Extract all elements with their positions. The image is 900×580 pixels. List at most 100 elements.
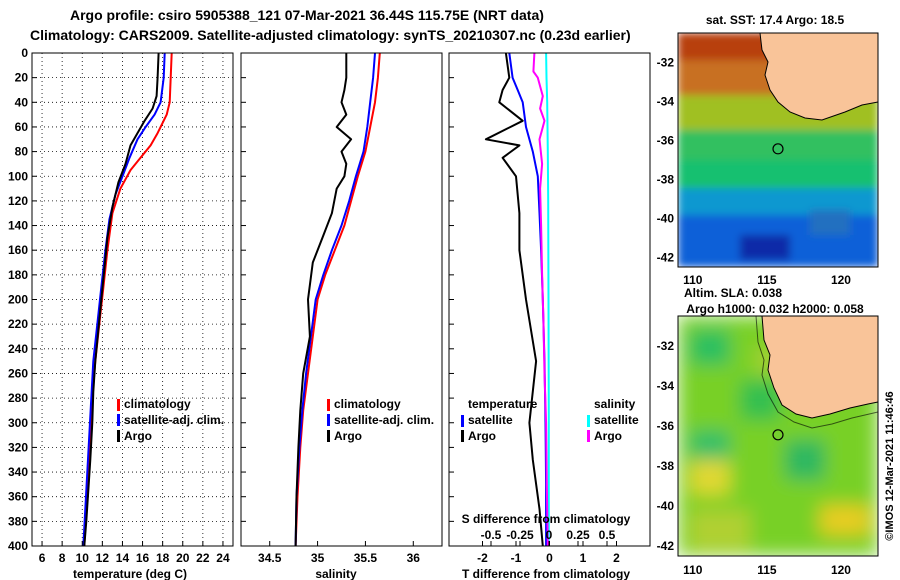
imos-credit: ©IMOS 12-Mar-2021 11:46:46 [884, 391, 896, 540]
temperature-xlabel: temperature (deg C) [73, 567, 187, 580]
figure-title-line2: Climatology: CARS2009. Satellite-adjuste… [30, 27, 631, 43]
legend-swatch-sal-argo [587, 430, 590, 442]
salinity-legend: climatology satellite-adj. clim. Argo [327, 397, 434, 443]
legend-label-climatology: climatology [124, 397, 191, 411]
salinity-axes-frame [240, 52, 443, 547]
depth-tick-label: 160 [8, 243, 28, 257]
s-difference-xlabel: S difference from climatology [462, 512, 631, 526]
depth-tick-label: 0 [21, 46, 28, 60]
lat-tick-label: -42 [657, 250, 675, 264]
x-tick-label: 2 [613, 551, 620, 565]
salinity-tick-labels: 34.5 35 35.5 36 [258, 541, 420, 565]
depth-tick-label: 260 [8, 366, 28, 380]
legend-swatch-climatology [327, 399, 330, 411]
figure-title-line1: Argo profile: csiro 5905388_121 07-Mar-2… [70, 7, 544, 23]
x-tick-label: 35 [311, 551, 325, 565]
sst-map: sat. SST: 17.4 Argo: 18.5 -32 -34 -36 -38 -4… [657, 13, 879, 287]
lon-tick-label: 115 [757, 563, 777, 577]
depth-tick-label: 60 [15, 120, 29, 134]
sst-coastline [759, 33, 878, 121]
sst-lat-tick-labels: -32 -34 -36 -38 -40 -42 [657, 55, 675, 264]
temperature-legend: climatology satellite-adj. clim. Argo [117, 397, 224, 443]
legend-label-sal-argo: Argo [594, 429, 622, 443]
legend-swatch-satellite-adj [117, 414, 120, 426]
sst-land [760, 33, 878, 120]
depth-tick-label: 320 [8, 440, 28, 454]
difference-legend: temperature satellite Argo salinity sate… [461, 397, 639, 443]
x-tick-label: 6 [39, 551, 46, 565]
legend-swatch-sal-satellite [587, 415, 590, 427]
lat-tick-label: -38 [657, 459, 675, 473]
lat-tick-label: -40 [657, 499, 675, 513]
sla-land [762, 316, 878, 418]
depth-tick-label: 20 [15, 71, 29, 85]
lon-tick-label: 115 [757, 273, 777, 287]
x-tick-label: 0 [546, 551, 553, 565]
legend-swatch-temp-argo [461, 430, 464, 442]
depth-tick-label: 120 [8, 194, 28, 208]
x-tick-label: 36 [407, 551, 421, 565]
legend-swatch-argo [117, 430, 120, 442]
series-line-salinity-satellite [545, 53, 550, 546]
salinity-series [294, 53, 381, 546]
series-line-argo [294, 53, 353, 546]
legend-label-argo: Argo [124, 429, 152, 443]
s-diff-tick-label: 0.5 [599, 528, 616, 542]
lat-tick-label: -32 [657, 55, 675, 69]
depth-tick-label: 300 [8, 416, 28, 430]
temperature-series [82, 53, 173, 546]
x-tick-label: 20 [176, 551, 190, 565]
temperature-grid [32, 52, 233, 547]
depth-tick-label: 340 [8, 465, 28, 479]
sla-lat-tick-labels: -32 -34 -36 -38 -40 -42 [657, 339, 675, 553]
series-line-temperature-satellite [508, 53, 548, 546]
depth-tick-label: 180 [8, 268, 28, 282]
temperature-panel: 0 20 40 60 80 100 120 140 160 180 200 220 240 260 280 3… [8, 46, 454, 580]
sla-shelf-contour [755, 316, 878, 429]
salinity-panel: 34.5 35 35.5 36 salinity climatology satell… [240, 52, 443, 580]
sla-coastline [761, 316, 878, 419]
legend-label-temp-argo: Argo [468, 429, 496, 443]
lat-tick-label: -32 [657, 339, 675, 353]
series-line-salinity-argo [532, 53, 549, 546]
s-difference-tick-labels: -0.5 -0.25 0 0.25 0.5 [481, 528, 616, 546]
depth-tick-label: 380 [8, 514, 28, 528]
lat-tick-label: -36 [657, 419, 675, 433]
sla-map-frame [677, 315, 879, 557]
depth-tick-label: 280 [8, 391, 28, 405]
legend-label-climatology: climatology [334, 397, 401, 411]
s-diff-tick-label: 0 [546, 528, 553, 542]
lat-tick-label: -36 [657, 133, 675, 147]
legend-swatch-temp-satellite [461, 415, 464, 427]
x-tick-label: 12 [96, 551, 110, 565]
depth-tick-label: 100 [8, 169, 28, 183]
x-tick-label: 24 [216, 551, 230, 565]
lon-tick-label: 120 [831, 563, 851, 577]
legend-label-satellite-adj: satellite-adj. clim. [124, 413, 224, 427]
x-tick-label: 35.5 [354, 551, 378, 565]
t-difference-xlabel: T difference from climatology [462, 567, 630, 580]
legend-swatch-climatology [117, 399, 120, 411]
legend-swatch-satellite-adj [327, 414, 330, 426]
argo-position-marker [772, 143, 784, 155]
lat-tick-label: -42 [657, 539, 675, 553]
depth-tick-labels: 0 20 40 60 80 100 120 140 160 180 200 220 240 260 280 3… [8, 46, 454, 553]
legend-label-satellite-adj: satellite-adj. clim. [334, 413, 434, 427]
difference-panel: -2 -1 0 1 2 -0.5 -0.25 0 0.25 0.5 S difference f… [448, 52, 651, 580]
x-tick-label: 22 [196, 551, 210, 565]
lat-tick-label: -40 [657, 211, 675, 225]
lat-tick-label: -34 [657, 94, 675, 108]
legend-title-temperature: temperature [468, 397, 538, 411]
difference-series [484, 53, 550, 546]
depth-tick-label: 360 [8, 490, 28, 504]
x-tick-label: 10 [76, 551, 90, 565]
x-tick-label: 18 [156, 551, 170, 565]
s-diff-tick-label: 0.25 [566, 528, 590, 542]
x-tick-label: 14 [116, 551, 130, 565]
legend-swatch-argo [327, 430, 330, 442]
lat-tick-label: -38 [657, 172, 675, 186]
depth-tick-label: 240 [8, 342, 28, 356]
argo-position-marker [772, 429, 784, 441]
sla-map: Altim. SLA: 0.038 Argo h1000: 0.032 h200… [657, 286, 879, 577]
